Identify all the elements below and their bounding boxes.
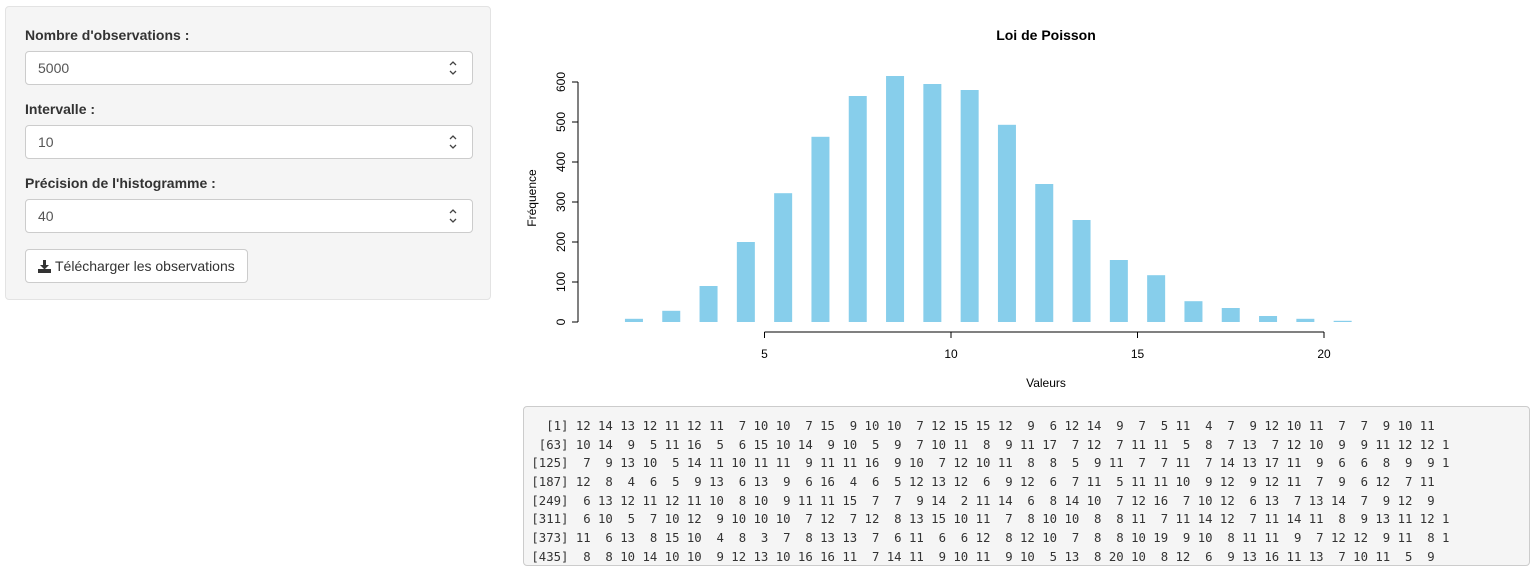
interval-input[interactable]: 10 — [25, 125, 473, 159]
y-tick-label: 100 — [554, 272, 568, 292]
console-line: [311] 6 10 5 7 10 12 9 10 10 10 7 12 7 1… — [524, 512, 1450, 527]
x-tick-label: 10 — [944, 347, 958, 361]
x-tick-label: 20 — [1317, 347, 1331, 361]
histogram-bar — [1147, 275, 1166, 322]
histogram-bar — [923, 84, 942, 322]
n-obs-value: 5000 — [38, 60, 70, 76]
console-line: [373] 11 6 13 8 15 10 4 8 3 7 8 13 13 7 … — [524, 531, 1450, 546]
y-tick-label: 500 — [554, 112, 568, 132]
y-tick-label: 0 — [554, 318, 568, 325]
spinner-arrows-icon[interactable] — [448, 206, 458, 226]
histogram-bar — [848, 96, 867, 322]
precision-field: Précision de l'histogramme : 40 — [25, 175, 473, 233]
y-axis-label: Fréquence — [525, 169, 539, 227]
n-obs-label: Nombre d'observations : — [25, 27, 190, 43]
observations-output: [1] 12 14 13 12 11 12 11 7 10 10 7 15 9 … — [523, 406, 1530, 566]
console-line: [125] 7 9 13 10 5 14 11 10 11 11 9 11 11… — [524, 456, 1450, 471]
histogram-bar — [886, 76, 905, 322]
histogram-bar — [1035, 184, 1054, 322]
download-button[interactable]: Télécharger les observations — [25, 249, 248, 283]
interval-field: Intervalle : 10 — [25, 101, 473, 159]
console-line: [1] 12 14 13 12 11 12 11 7 10 10 7 15 9 … — [524, 419, 1435, 433]
precision-label: Précision de l'histogramme : — [25, 175, 216, 191]
chart-title: Loi de Poisson — [996, 27, 1096, 43]
x-tick-label: 15 — [1131, 347, 1145, 361]
download-icon — [38, 259, 51, 273]
n-obs-input[interactable]: 5000 — [25, 51, 473, 85]
histogram-bar — [1221, 308, 1240, 322]
interval-value: 10 — [38, 134, 54, 150]
bars-group — [624, 76, 1352, 322]
histogram-bar — [811, 136, 830, 322]
precision-input[interactable]: 40 — [25, 199, 473, 233]
histogram-bar — [624, 318, 643, 322]
precision-value: 40 — [38, 208, 54, 224]
histogram-bar — [662, 310, 681, 322]
interval-label: Intervalle : — [25, 101, 96, 117]
spinner-arrows-icon[interactable] — [448, 58, 458, 78]
histogram-bar — [736, 242, 755, 322]
console-line: [435] 8 8 10 14 10 10 9 12 13 10 16 16 1… — [524, 549, 1435, 564]
histogram-plot: Loi de Poisson Valeurs Fréquence 5 10 15 20… — [525, 27, 1352, 390]
histogram-bar — [1072, 220, 1091, 322]
histogram-bar — [1296, 318, 1315, 322]
histogram-bar — [774, 193, 793, 322]
histogram-bar — [997, 124, 1016, 322]
y-tick-label: 300 — [554, 192, 568, 212]
x-tick-label: 5 — [761, 347, 768, 361]
download-button-label: Télécharger les observations — [55, 258, 235, 274]
y-tick-label: 200 — [554, 232, 568, 252]
n-obs-field: Nombre d'observations : 5000 — [25, 27, 473, 85]
histogram-bar — [1109, 260, 1128, 322]
histogram-bar — [1184, 301, 1203, 322]
histogram-bar — [960, 90, 979, 322]
histogram-bar — [1259, 316, 1278, 322]
spinner-arrows-icon[interactable] — [448, 132, 458, 152]
console-line: [187] 12 8 4 6 5 9 13 6 13 9 6 16 4 6 5 … — [524, 475, 1435, 490]
sidebar-panel: Nombre d'observations : 5000 Intervalle … — [5, 6, 491, 300]
console-line: [63] 10 14 9 5 11 16 5 6 15 10 14 9 10 5… — [524, 437, 1450, 452]
histogram-bar — [1333, 320, 1352, 322]
console-lines: [1] 12 14 13 12 11 12 11 7 10 10 7 15 9 … — [524, 417, 1529, 565]
histogram-bar — [699, 286, 718, 322]
y-tick-label: 400 — [554, 152, 568, 172]
console-line: [249] 6 13 12 11 12 11 10 8 10 9 11 11 1… — [524, 493, 1435, 508]
y-tick-label: 600 — [554, 72, 568, 92]
x-axis-label: Valeurs — [1026, 376, 1066, 390]
